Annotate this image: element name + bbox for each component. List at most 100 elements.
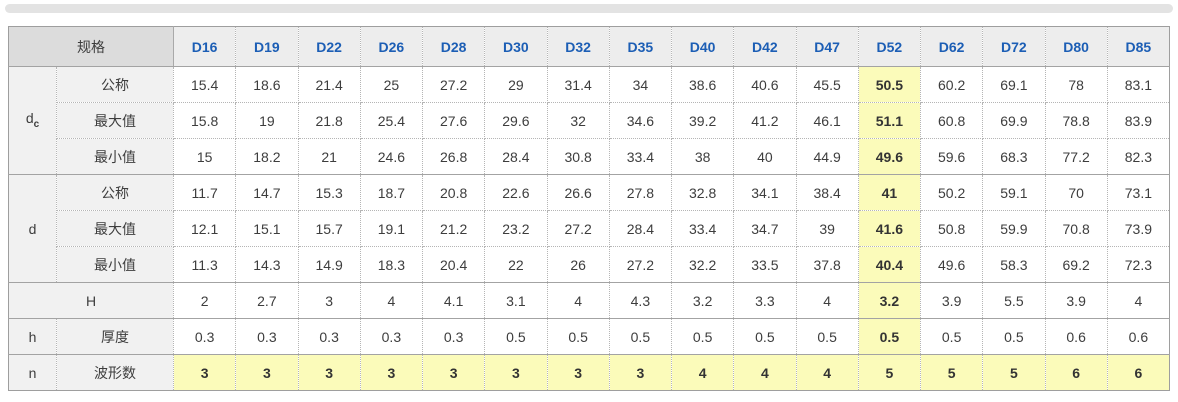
data-cell-d22: 14.9 [297,246,361,283]
data-cell-d80: 70.8 [1044,210,1108,247]
data-cell-d80: 3.9 [1044,282,1108,319]
data-cell-d16: 2 [172,282,237,319]
data-cell-d85: 73.9 [1106,210,1171,247]
row-group-label-dc: dc [8,66,57,175]
column-header-d52: D52 [857,26,922,67]
data-cell-d26: 25 [359,66,424,103]
data-cell-d47: 39 [795,210,859,247]
data-cell-d35: 3 [608,354,673,391]
data-cell-d62: 50.2 [919,174,984,211]
data-cell-d72: 68.3 [982,138,1046,175]
data-cell-d30: 0.5 [484,318,548,355]
column-header-d19: D19 [235,26,299,67]
data-cell-d19: 18.6 [235,66,299,103]
horizontal-scrollbar[interactable] [5,4,1173,13]
data-cell-d80: 78 [1044,66,1108,103]
data-cell-d62: 60.2 [919,66,984,103]
data-cell-d28: 3 [421,354,486,391]
data-cell-d85: 72.3 [1106,246,1171,283]
data-cell-d32: 32 [546,102,610,139]
data-cell-d19: 15.1 [235,210,299,247]
data-cell-d80: 0.6 [1044,318,1108,355]
data-cell-d32: 26 [546,246,610,283]
data-cell-d35: 0.5 [608,318,673,355]
data-cell-d72: 59.1 [982,174,1046,211]
data-cell-d62: 60.8 [919,102,984,139]
data-cell-d16: 3 [172,354,237,391]
table-row: d 公称 11.7 14.7 15.3 18.7 20.8 22.6 26.6 27.8 32.8 3… [8,174,1171,283]
column-header-d22: D22 [297,26,361,67]
data-cell-d80: 69.2 [1044,246,1108,283]
data-cell-d40: 38.6 [670,66,735,103]
data-cell-d26: 0.3 [359,318,424,355]
data-cell-d16: 11.7 [172,174,237,211]
data-cell-d26: 18.3 [359,246,424,283]
data-cell-d85: 83.9 [1106,102,1171,139]
column-header-d62: D62 [919,26,984,67]
data-cell-d19: 0.3 [235,318,299,355]
data-cell-d30: 29.6 [484,102,548,139]
data-cell-d52: 51.1 [857,102,922,139]
data-cell-d52: 5 [857,354,922,391]
data-cell-d72: 0.5 [982,318,1046,355]
data-cell-d52: 49.6 [857,138,922,175]
spec-header-cell: 规格 [8,26,174,67]
data-cell-d19: 19 [235,102,299,139]
data-cell-d28: 0.3 [421,318,486,355]
data-cell-d62: 0.5 [919,318,984,355]
data-cell-d28: 20.4 [421,246,486,283]
data-cell-d19: 14.3 [235,246,299,283]
data-cell-d42: 40 [733,138,797,175]
row-label: 最大值 [56,210,174,247]
data-cell-d30: 22.6 [484,174,548,211]
data-cell-d40: 3.2 [670,282,735,319]
data-cell-d52: 40.4 [857,246,922,283]
row-group-label-n: n [8,354,57,391]
data-cell-d40: 39.2 [670,102,735,139]
column-header-d72: D72 [982,26,1046,67]
table-row: H 2 2.7 3 4 4.1 3.1 4 4.3 3.2 3.3 4 3.2 3.9 5.5 3.9 4 [8,282,1171,319]
data-cell-d80: 6 [1044,354,1108,391]
column-header-d30: D30 [484,26,548,67]
data-cell-d47: 4 [795,354,859,391]
data-cell-d62: 3.9 [919,282,984,319]
data-cell-d26: 18.7 [359,174,424,211]
data-cell-d62: 50.8 [919,210,984,247]
data-cell-d40: 32.2 [670,246,735,283]
data-cell-d35: 4.3 [608,282,673,319]
data-cell-d26: 19.1 [359,210,424,247]
row-group-label-text: d [28,220,37,237]
row-label: 公称 [56,66,174,103]
data-cell-d35: 28.4 [608,210,673,247]
data-cell-d52: 41 [857,174,922,211]
data-cell-d19: 18.2 [235,138,299,175]
data-cell-d19: 2.7 [235,282,299,319]
data-cell-d52: 41.6 [857,210,922,247]
row-group-label-H: H [8,282,174,319]
data-cell-d16: 15 [172,138,237,175]
data-cell-d42: 0.5 [733,318,797,355]
data-cell-d47: 45.5 [795,66,859,103]
data-cell-d85: 4 [1106,282,1171,319]
data-cell-d32: 4 [546,282,610,319]
data-cell-d30: 3 [484,354,548,391]
data-cell-d85: 0.6 [1106,318,1171,355]
data-cell-d62: 5 [919,354,984,391]
data-cell-d30: 22 [484,246,548,283]
table-row: n 波形数 3 3 3 3 3 3 3 3 4 4 4 5 5 5 6 6 [8,354,1171,391]
data-cell-d22: 21.4 [297,66,361,103]
data-cell-d35: 33.4 [608,138,673,175]
data-cell-d30: 23.2 [484,210,548,247]
data-cell-d85: 73.1 [1106,174,1171,211]
row-group-label-d: d [8,174,57,283]
table-row: 最大值 15.8 19 21.8 25.4 27.6 29.6 32 34.6 39.2 41.2 4… [9,102,1171,139]
data-cell-d35: 34.6 [608,102,673,139]
data-cell-d52: 0.5 [857,318,922,355]
data-cell-d40: 33.4 [670,210,735,247]
data-cell-d16: 15.8 [172,102,237,139]
data-cell-d47: 0.5 [795,318,859,355]
data-cell-d16: 11.3 [172,246,237,283]
data-cell-d26: 25.4 [359,102,424,139]
data-cell-d30: 29 [484,66,548,103]
